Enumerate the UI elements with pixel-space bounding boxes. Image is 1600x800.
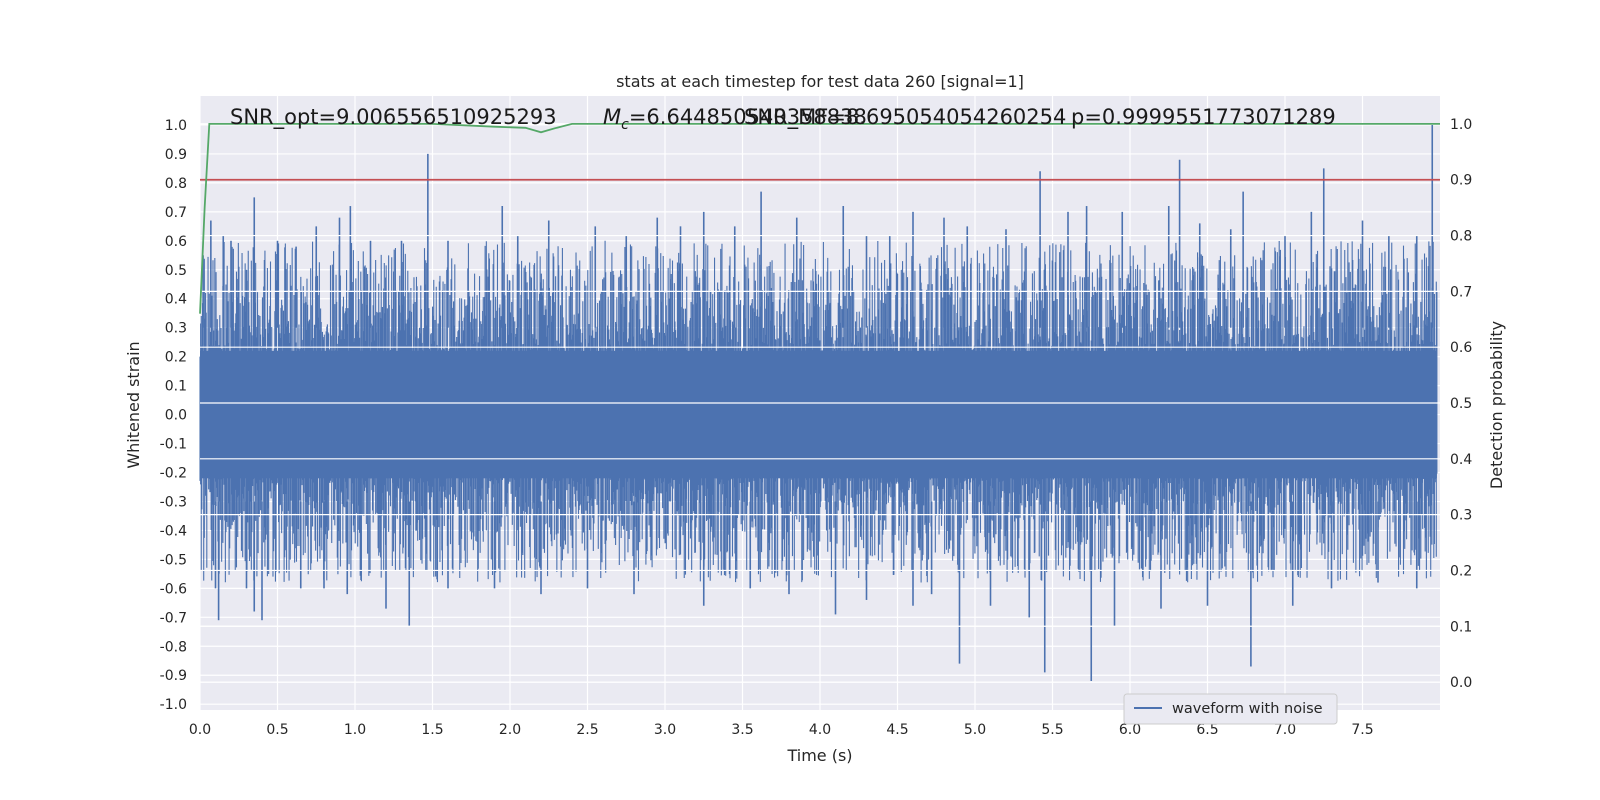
y-tick-label: -0.6 [160, 581, 187, 597]
y2-tick-label: 0.2 [1450, 563, 1472, 579]
y-tick-label: -0.8 [160, 639, 187, 655]
y2-axis-ticks: 0.0 0.1 0.2 0.3 0.4 0.5 0.6 0.7 0.8 0.9 1.0 [1450, 117, 1472, 691]
x-tick-label: 2.5 [576, 722, 598, 738]
y-axis-ticks: -1.0 -0.9 -0.8 -0.7 -0.6 -0.5 -0.4 -0.3 -0.2 -0.1… [160, 118, 187, 713]
chart-title: stats at each timestep for test data 260… [616, 72, 1024, 91]
y2-tick-label: 0.0 [1450, 675, 1472, 691]
y-tick-label: -0.5 [160, 552, 187, 568]
y-tick-label: 0.5 [165, 263, 187, 279]
legend-label: waveform with noise [1172, 701, 1323, 717]
y-tick-label: -0.9 [160, 668, 187, 684]
legend: waveform with noise [1123, 693, 1338, 725]
waveform-core-band [200, 350, 1437, 479]
x-tick-label: 4.5 [886, 722, 908, 738]
x-tick-label: 5.5 [1041, 722, 1063, 738]
y-tick-label: 0.7 [165, 205, 187, 221]
y2-tick-label: 1.0 [1450, 117, 1472, 133]
mc-subscript: c [621, 117, 629, 133]
y-tick-label: 0.1 [165, 379, 187, 395]
x-tick-label: 6.5 [1196, 722, 1218, 738]
x-tick-label: 3.0 [654, 722, 676, 738]
y-tick-label: 0.9 [165, 147, 187, 163]
y2-tick-label: 0.8 [1450, 229, 1472, 245]
x-tick-label: 7.5 [1351, 722, 1373, 738]
x-tick-label: 6.0 [1119, 722, 1141, 738]
probability-series [199, 123, 1440, 314]
annotation-snr-mf: SNR_MF=8.695054054260254 [744, 105, 1066, 130]
x-axis-ticks: 0.0 0.5 1.0 1.5 2.0 2.5 3.0 3.5 4.0 4.5 5.0 5.5 6.0 6… [189, 722, 1374, 738]
y-tick-label: -0.7 [160, 610, 187, 626]
mc-value: =6.644850540358838 [629, 105, 867, 129]
legend-box [1123, 693, 1338, 725]
y-tick-label: -0.4 [160, 523, 187, 539]
mc-symbol: M [603, 105, 621, 129]
x-tick-label: 4.0 [809, 722, 831, 738]
y-tick-label: 0.4 [165, 292, 187, 308]
y2-tick-label: 0.3 [1450, 508, 1472, 524]
annotation-snr-opt: SNR_opt=9.006556510925293 [230, 105, 557, 130]
x-tick-label: 1.0 [344, 722, 366, 738]
y-tick-label: 0.0 [165, 408, 187, 424]
y-tick-label: -0.3 [160, 494, 187, 510]
x-tick-label: 3.5 [731, 722, 753, 738]
x-tick-label: 0.0 [189, 722, 211, 738]
y2-tick-label: 0.9 [1450, 173, 1472, 189]
y-tick-label: 0.6 [165, 234, 187, 250]
y2-tick-label: 0.7 [1450, 284, 1472, 300]
y-tick-label: 1.0 [165, 118, 187, 134]
x-tick-label: 5.0 [964, 722, 986, 738]
y-tick-label: -0.2 [160, 466, 187, 482]
y-axis-label: Whitened strain [124, 341, 143, 468]
y2-axis-label: Detection probability [1487, 321, 1506, 489]
y2-tick-label: 0.1 [1450, 619, 1472, 635]
x-tick-label: 1.5 [421, 722, 443, 738]
svg-text:Mc=6.644850540358838: Mc=6.644850540358838 [603, 105, 867, 133]
waveform-series [199, 123, 1440, 683]
y-tick-label: 0.8 [165, 176, 187, 192]
annotation-probability: p=0.9999551773071289 [1071, 105, 1336, 129]
y2-tick-label: 0.5 [1450, 396, 1472, 412]
x-tick-label: 0.5 [266, 722, 288, 738]
y2-tick-label: 0.6 [1450, 340, 1472, 356]
y2-tick-label: 0.4 [1450, 452, 1472, 468]
y-tick-label: 0.2 [165, 350, 187, 366]
y-tick-label: -0.1 [160, 437, 187, 453]
detection-probability-line [199, 123, 1440, 314]
x-tick-label: 7.0 [1274, 722, 1296, 738]
y-tick-label: 0.3 [165, 321, 187, 337]
y-tick-label: -1.0 [160, 697, 187, 713]
annotation-mc: Mc=6.644850540358838 [603, 105, 867, 133]
x-tick-label: 2.0 [499, 722, 521, 738]
x-axis-label: Time (s) [786, 746, 852, 765]
